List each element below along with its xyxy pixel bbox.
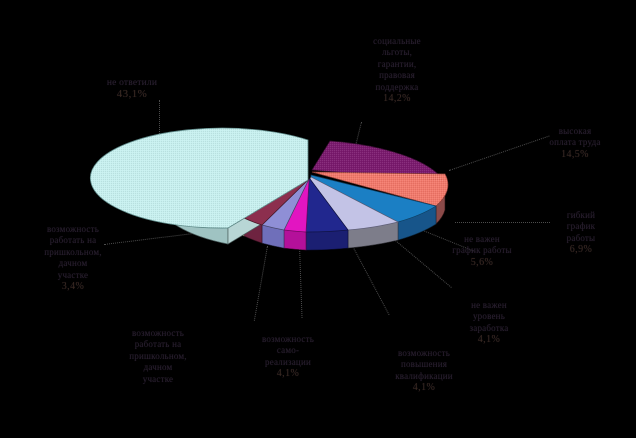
- label-ne-otvetili: не ответили 43,1%: [76, 66, 188, 112]
- label-gibkiy-grafik: гибкий график работы 6,9%: [533, 198, 629, 267]
- pie-chart: [90, 124, 460, 254]
- label-ne-vazhen-uroven-pct: 4,1%: [477, 334, 501, 345]
- label-povyshenie-kvalifikacii-text: возможность повышения квалификации: [395, 347, 453, 381]
- label-prishkolnyy-uchastok-bottom-text: возможность работать на пришкольном, дач…: [129, 327, 187, 384]
- label-prishkolnyy-uchastok-text: возможность работать на пришкольном, дач…: [44, 223, 102, 280]
- label-prishkolnyy-uchastok-pct: 3,4%: [61, 281, 85, 292]
- label-gibkiy-grafik-text: гибкий график работы: [566, 209, 596, 243]
- label-socialnye-lgoty-text: социальные льготы, гарантии, правовая по…: [373, 35, 421, 92]
- label-ne-vazhen-grafik-pct: 5,6%: [470, 256, 494, 268]
- label-vysokaya-oplata-text: высокая оплата труда: [549, 125, 601, 148]
- label-samorealizaciya: возможность само- реализации 4,1%: [238, 322, 338, 391]
- label-socialnye-lgoty-pct: 14,2%: [383, 93, 411, 104]
- label-socialnye-lgoty: социальные льготы, гарантии, правовая по…: [343, 24, 451, 116]
- label-ne-otvetili-text: не ответили: [106, 77, 158, 88]
- label-povyshenie-kvalifikacii-pct: 4,1%: [412, 382, 436, 393]
- label-ne-vazhen-uroven: не важен уровень заработка 4,1%: [437, 288, 541, 357]
- label-prishkolnyy-uchastok-bottom: возможность работать на пришкольном, дач…: [104, 316, 212, 385]
- label-ne-otvetili-pct: 43,1%: [116, 88, 148, 100]
- label-vysokaya-oplata-pct: 14,5%: [561, 148, 589, 160]
- label-gibkiy-grafik-pct: 6,9%: [569, 244, 593, 255]
- label-ne-vazhen-grafik: не важен график работы 5,6%: [436, 222, 528, 280]
- label-ne-vazhen-grafik-text: не важен график работы: [452, 233, 512, 256]
- label-samorealizaciya-pct: 4,1%: [276, 368, 300, 379]
- label-vysokaya-oplata: высокая оплата труда 14,5%: [522, 114, 628, 172]
- label-povyshenie-kvalifikacii: возможность повышения квалификации 4,1%: [374, 336, 474, 405]
- label-ne-vazhen-uroven-text: не важен уровень заработка: [469, 299, 509, 333]
- label-prishkolnyy-uchastok: возможность работать на пришкольном, дач…: [10, 212, 136, 304]
- label-samorealizaciya-text: возможность само- реализации: [261, 333, 315, 367]
